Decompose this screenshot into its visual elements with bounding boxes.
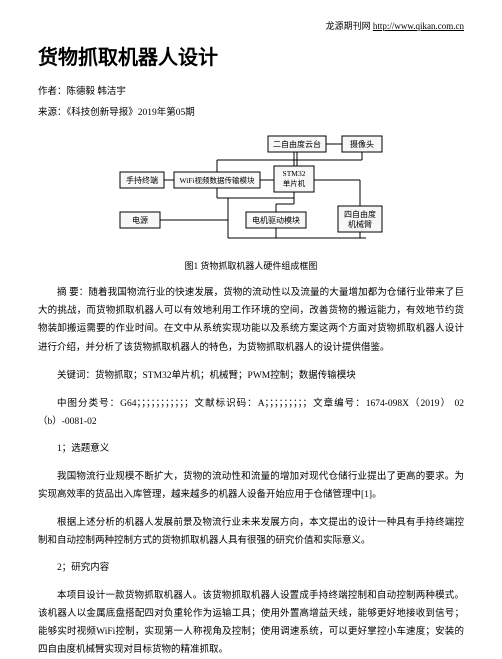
svg-text:机械臂: 机械臂 [348,219,372,229]
author-label: 作者： [38,87,67,97]
svg-text:WiFi视频数据传输模块: WiFi视频数据传输模块 [179,175,255,185]
page-title: 货物抓取机器人设计 [38,40,464,76]
section-2-num: 2；研究内容 [38,560,464,577]
source-name: 《科技创新导报》2019年第05期 [67,108,195,118]
source-label: 来源： [38,108,67,118]
svg-text:STM32: STM32 [283,169,306,178]
diagram-caption: 图1 货物抓取机器人硬件组成框图 [38,258,464,274]
header-source: 龙源期刊网 http://www.qikan.com.cn [326,18,464,34]
abstract-label: 摘 要： [57,288,88,298]
abstract: 摘 要：随着我国物流行业的快速发展，货物的流动性以及流量的大量增加都为仓储行业带… [38,284,464,356]
classification: 中图分类号：G64；；；；；；；；；；；文献标识码：A；；；；；；；；；文章编号… [38,395,464,431]
block-diagram: 二自由度云台 摄像头 手持终端 WiFi视频数据传输模块 STM32 单片机 电… [38,132,464,254]
svg-text:四自由度: 四自由度 [344,209,376,219]
svg-text:摄像头: 摄像头 [350,139,374,149]
source-line: 来源：《科技创新导报》2019年第05期 [38,105,464,122]
svg-text:电源: 电源 [132,215,148,225]
site-label: 龙源期刊网 [326,21,371,31]
abstract-text: 随着我国物流行业的快速发展，货物的流动性以及流量的大量增加都为仓储行业带来了巨大… [38,288,464,352]
section-1-para-1: 我国物流行业规模不断扩大，货物的流动性和流量的增加对现代仓储行业提出了更高的要求… [38,468,464,504]
section-1-num: 1；选题意义 [38,441,464,458]
site-url[interactable]: http://www.qikan.com.cn [373,21,464,31]
keywords: 关键词：货物抓取；STM32单片机；机械臂；PWM控制；数据传输模块 [38,367,464,385]
author-name: 陈德毅 韩洁宇 [67,87,126,97]
author-line: 作者：陈德毅 韩洁宇 [38,84,464,101]
section-1-para-2: 根据上述分析的机器人发展前景及物流行业未来发展方向，本文提出的设计一种具有手持终… [38,514,464,550]
keywords-label: 关键词： [57,371,95,381]
keywords-text: 货物抓取；STM32单片机；机械臂；PWM控制；数据传输模块 [95,371,356,381]
svg-text:手持终端: 手持终端 [126,175,158,185]
svg-text:单片机: 单片机 [283,178,306,188]
svg-text:电机驱动模块: 电机驱动模块 [252,215,300,225]
section-2-para-1: 本项目设计一款货物抓取机器人。该货物抓取机器人设置成手持终端控制和自动控制两种模… [38,587,464,659]
